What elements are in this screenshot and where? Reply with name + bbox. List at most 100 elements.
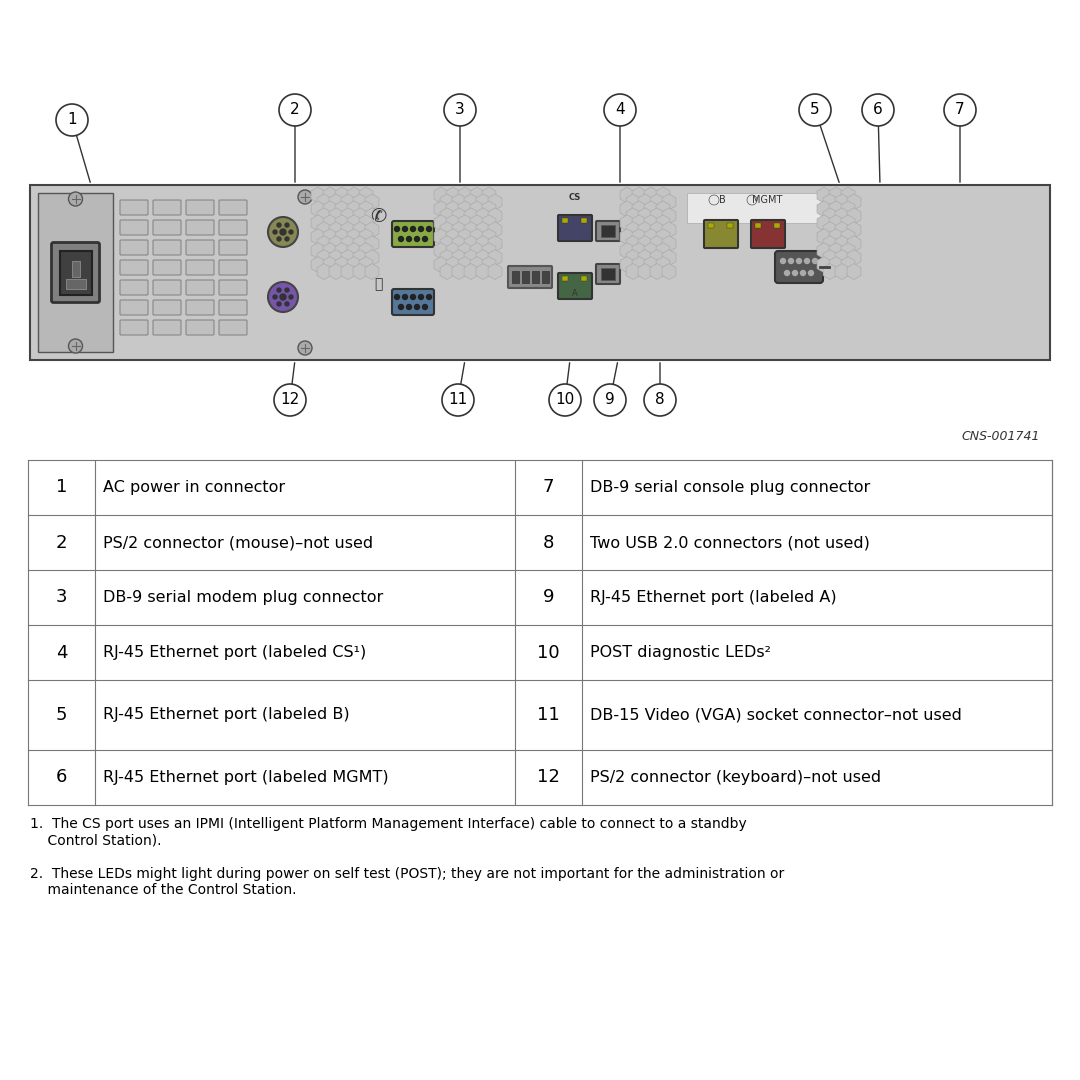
Polygon shape: [632, 257, 646, 272]
Polygon shape: [323, 257, 337, 272]
Circle shape: [805, 258, 810, 264]
Polygon shape: [335, 215, 349, 231]
Polygon shape: [650, 249, 664, 266]
FancyBboxPatch shape: [153, 320, 181, 335]
Text: 10: 10: [537, 644, 559, 661]
Polygon shape: [440, 249, 454, 266]
Text: 8: 8: [543, 534, 554, 552]
Polygon shape: [446, 215, 460, 231]
Circle shape: [799, 94, 831, 126]
Polygon shape: [488, 249, 502, 266]
Polygon shape: [323, 229, 337, 245]
Circle shape: [800, 270, 806, 275]
Polygon shape: [311, 215, 325, 231]
Polygon shape: [818, 257, 831, 272]
Polygon shape: [829, 243, 842, 259]
FancyBboxPatch shape: [186, 260, 214, 275]
Polygon shape: [365, 249, 379, 266]
Circle shape: [809, 270, 813, 275]
Polygon shape: [311, 243, 325, 259]
FancyBboxPatch shape: [71, 260, 80, 276]
FancyBboxPatch shape: [219, 260, 247, 275]
FancyBboxPatch shape: [120, 220, 148, 235]
Circle shape: [812, 258, 818, 264]
Polygon shape: [458, 187, 472, 203]
Polygon shape: [482, 215, 496, 231]
Circle shape: [399, 237, 404, 242]
FancyBboxPatch shape: [52, 243, 99, 302]
FancyBboxPatch shape: [219, 220, 247, 235]
Circle shape: [285, 237, 289, 241]
Text: RJ-45 Ethernet port (labeled MGMT): RJ-45 Ethernet port (labeled MGMT): [104, 770, 389, 785]
Polygon shape: [476, 194, 490, 210]
Circle shape: [276, 288, 281, 292]
FancyBboxPatch shape: [186, 240, 214, 255]
Polygon shape: [644, 201, 658, 217]
Circle shape: [399, 305, 404, 310]
Polygon shape: [835, 235, 849, 252]
Polygon shape: [476, 207, 490, 224]
Text: 10: 10: [555, 392, 575, 407]
Polygon shape: [359, 201, 373, 217]
Polygon shape: [835, 221, 849, 238]
Polygon shape: [626, 235, 640, 252]
Polygon shape: [329, 235, 343, 252]
FancyBboxPatch shape: [727, 222, 733, 228]
FancyBboxPatch shape: [708, 222, 714, 228]
Polygon shape: [632, 201, 646, 217]
Circle shape: [289, 295, 293, 299]
FancyBboxPatch shape: [38, 193, 113, 352]
Polygon shape: [638, 235, 652, 252]
Polygon shape: [644, 243, 658, 259]
Polygon shape: [329, 249, 343, 266]
FancyBboxPatch shape: [775, 251, 823, 283]
FancyBboxPatch shape: [120, 280, 148, 295]
Text: DB-9 serial modem plug connector: DB-9 serial modem plug connector: [104, 590, 383, 605]
Polygon shape: [476, 264, 490, 280]
Circle shape: [406, 305, 411, 310]
FancyBboxPatch shape: [30, 185, 1050, 360]
Polygon shape: [453, 194, 465, 210]
Polygon shape: [341, 249, 355, 266]
Polygon shape: [841, 201, 855, 217]
Text: RJ-45 Ethernet port (labeled CS¹): RJ-45 Ethernet port (labeled CS¹): [104, 645, 366, 660]
Text: RJ-45 Ethernet port (labeled A): RJ-45 Ethernet port (labeled A): [590, 590, 837, 605]
Circle shape: [56, 104, 87, 136]
Polygon shape: [311, 201, 325, 217]
Text: 12: 12: [281, 392, 299, 407]
Polygon shape: [458, 229, 472, 245]
Polygon shape: [347, 215, 361, 231]
Polygon shape: [347, 229, 361, 245]
Polygon shape: [818, 187, 831, 203]
Polygon shape: [335, 229, 349, 245]
Circle shape: [273, 230, 276, 234]
Polygon shape: [440, 207, 454, 224]
Circle shape: [604, 94, 636, 126]
Polygon shape: [341, 194, 355, 210]
Polygon shape: [626, 264, 640, 280]
Polygon shape: [488, 221, 502, 238]
Polygon shape: [476, 235, 490, 252]
FancyBboxPatch shape: [219, 280, 247, 295]
Polygon shape: [453, 235, 465, 252]
Text: DB-15 Video (VGA) socket connector–not used: DB-15 Video (VGA) socket connector–not u…: [590, 707, 962, 723]
Polygon shape: [329, 207, 343, 224]
Text: B: B: [718, 195, 726, 205]
Polygon shape: [464, 264, 478, 280]
Polygon shape: [835, 207, 849, 224]
Text: 6: 6: [56, 769, 67, 786]
Polygon shape: [847, 264, 861, 280]
Text: 1: 1: [67, 112, 77, 127]
Polygon shape: [620, 201, 634, 217]
Polygon shape: [464, 207, 478, 224]
Polygon shape: [482, 201, 496, 217]
Polygon shape: [656, 201, 670, 217]
Polygon shape: [311, 187, 325, 203]
Text: 1.  The CS port uses an IPMI (Intelligent Platform Management Interface) cable t: 1. The CS port uses an IPMI (Intelligent…: [30, 816, 746, 847]
Text: 5: 5: [810, 103, 820, 118]
Circle shape: [403, 295, 407, 299]
FancyBboxPatch shape: [120, 240, 148, 255]
Polygon shape: [644, 187, 658, 203]
Polygon shape: [638, 249, 652, 266]
Circle shape: [415, 237, 419, 242]
